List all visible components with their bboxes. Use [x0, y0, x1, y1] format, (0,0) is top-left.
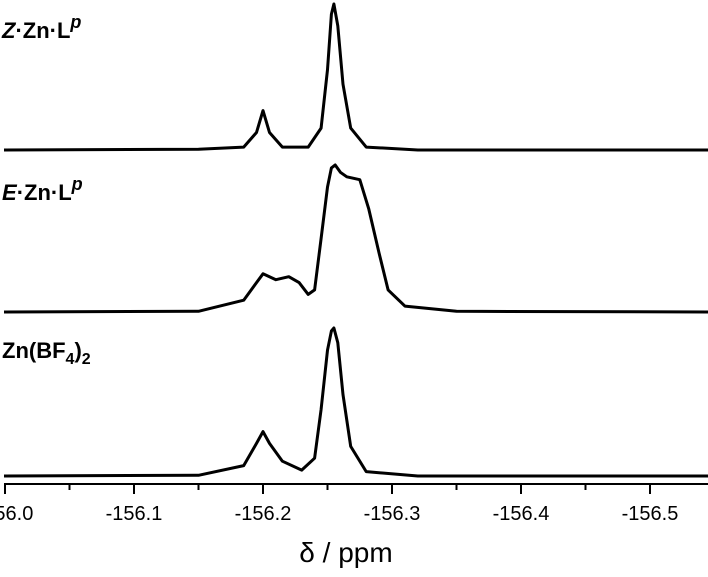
x-tick-label: -156.5: [622, 503, 679, 525]
trace-labels: Z·Zn·Lp E·Zn·Lp Zn(BF4)2: [1, 12, 91, 368]
x-tick-label: -156.4: [493, 503, 550, 525]
spectrum-trace-2: [3, 163, 708, 314]
x-tick-label: -156.2: [235, 503, 292, 525]
trace-label-3: Zn(BF4)2: [2, 338, 91, 368]
x-tick-label: -156.0: [0, 503, 33, 525]
x-tick-label: -156.3: [364, 503, 421, 525]
x-axis-tick-labels: -156.0 -156.1 -156.2 -156.3 -156.4 -156.5: [0, 503, 678, 525]
trace-label-2: E·Zn·Lp: [2, 174, 83, 205]
spectrum-traces: [3, 2, 708, 478]
spectrum-trace-1: [3, 2, 708, 152]
spectrum-trace-3: [3, 326, 708, 478]
x-axis-ticks: [4, 484, 651, 494]
trace-label-1: Z·Zn·Lp: [1, 12, 81, 43]
x-axis-title: δ / ppm: [299, 537, 392, 568]
x-tick-label: -156.1: [106, 503, 163, 525]
